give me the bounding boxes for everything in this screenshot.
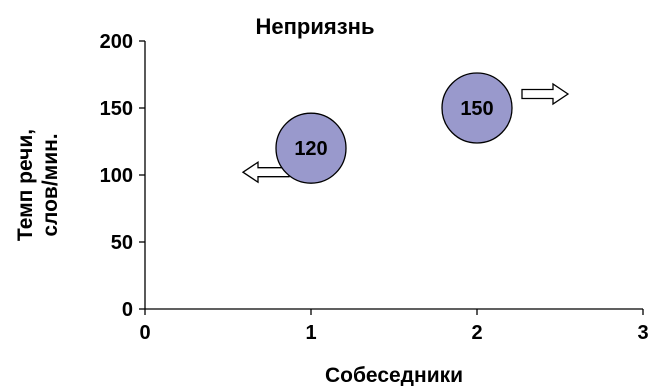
axes [139,40,644,315]
data-point-1: 120 [241,112,347,184]
x-tick-label: 2 [471,322,482,344]
y-axis-label-line-2: слов/мин. [39,133,62,236]
y-tick-label: 150 [100,98,133,120]
y-axis-label: Темп речи, слов/мин. [14,129,62,241]
data-point-2: 150 [441,72,570,144]
x-axis-label: Собеседники [325,364,463,386]
x-tick-label: 3 [637,322,648,344]
x-tick-label: 1 [305,322,316,344]
y-tick-label: 200 [100,31,133,53]
bubble-data-label: 120 [294,138,327,160]
arrow-right-icon [521,82,570,106]
y-axis-label-line-1: Темп речи, [14,129,37,241]
bubble-marker [441,72,513,144]
y-tick-label: 50 [111,232,133,254]
x-tick-label: 0 [139,322,150,344]
y-tick-label: 100 [100,165,133,187]
tick-labels: 0 50 100 150 200 0 1 2 3 [100,31,649,344]
bubble-marker [275,112,347,184]
bubble-data-label: 150 [460,98,493,120]
y-tick-label: 0 [122,299,133,321]
data-marks: 120 150 [241,72,570,184]
chart-title: Неприязнь [256,14,375,39]
